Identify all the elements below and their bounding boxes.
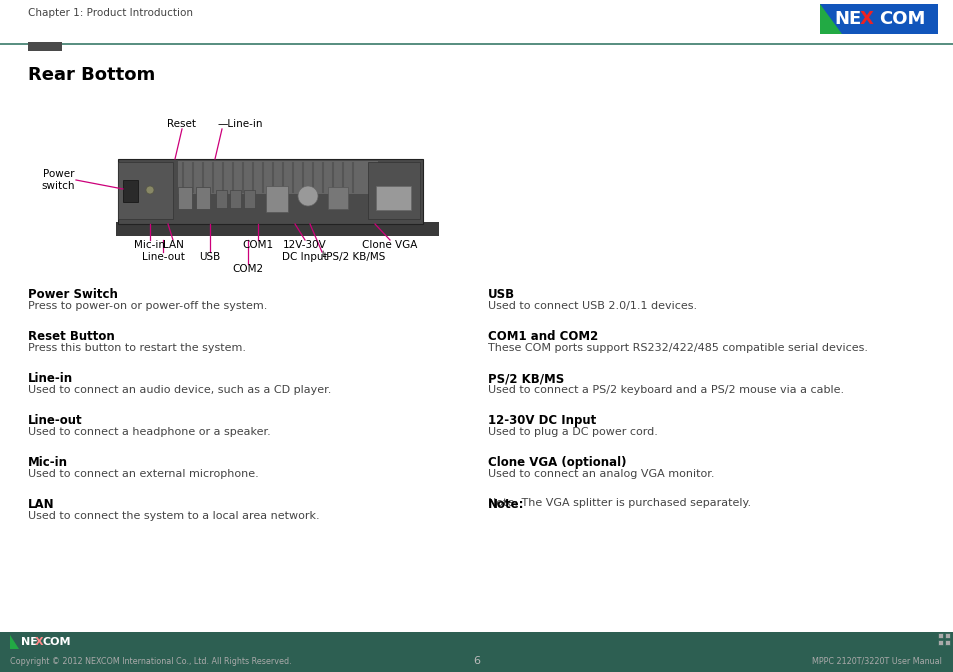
Text: Copyright © 2012 NEXCOM International Co., Ltd. All Rights Reserved.: Copyright © 2012 NEXCOM International Co… [10,657,292,665]
Bar [944,633,949,638]
Text: Press to power-on or power-off the system.: Press to power-on or power-off the syste… [28,301,267,311]
Text: COM: COM [878,10,924,28]
Text: Used to connect the system to a local area network.: Used to connect the system to a local ar… [28,511,319,521]
Bar [195,187,210,209]
Bar [368,162,419,219]
Bar [328,187,348,209]
Bar [244,190,254,208]
Text: 6: 6 [473,656,480,666]
Text: LAN: LAN [28,498,54,511]
Text: These COM ports support RS232/422/485 compatible serial devices.: These COM ports support RS232/422/485 co… [488,343,867,353]
Text: Used to connect USB 2.0/1.1 devices.: Used to connect USB 2.0/1.1 devices. [488,301,697,311]
Bar [0,632,953,672]
Text: Note:: Note: [488,498,524,511]
Text: Clone VGA: Clone VGA [362,240,417,250]
Bar [266,186,288,212]
Text: NE: NE [21,637,38,647]
Bar [118,159,422,224]
Text: Mic-in: Mic-in [28,456,68,469]
Bar [230,190,241,208]
Text: PS/2 KB/MS: PS/2 KB/MS [488,372,563,385]
Text: COM: COM [43,637,71,647]
Text: —Line-in: —Line-in [218,119,263,129]
Text: USB: USB [488,288,515,301]
Text: Used to connect a headphone or a speaker.: Used to connect a headphone or a speaker… [28,427,271,437]
Text: Used to connect an analog VGA monitor.: Used to connect an analog VGA monitor. [488,469,714,479]
Polygon shape [10,635,19,649]
Text: Reset Button: Reset Button [28,330,114,343]
Polygon shape [820,4,841,34]
Text: Mic-in: Mic-in [134,240,165,250]
Text: NE: NE [834,10,861,28]
Bar [118,162,172,219]
Text: COM1 and COM2: COM1 and COM2 [488,330,598,343]
Text: LAN: LAN [162,240,183,250]
Text: USB: USB [199,252,220,262]
Text: X: X [860,10,873,28]
Text: 12-30V DC Input: 12-30V DC Input [488,414,596,427]
Bar [123,180,138,202]
Bar [375,186,411,210]
Bar [215,190,227,208]
Text: Line-out: Line-out [28,414,83,427]
Text: Reset: Reset [168,119,196,129]
Text: Used to connect a PS/2 keyboard and a PS/2 mouse via a cable.: Used to connect a PS/2 keyboard and a PS… [488,385,843,395]
Bar [28,42,62,51]
Text: Used to connect an external microphone.: Used to connect an external microphone. [28,469,258,479]
Bar [178,161,377,194]
Text: Used to plug a DC power cord.: Used to plug a DC power cord. [488,427,658,437]
Text: Clone VGA (optional): Clone VGA (optional) [488,456,626,469]
Text: Power Switch: Power Switch [28,288,118,301]
Text: MPPC 2120T/3220T User Manual: MPPC 2120T/3220T User Manual [811,657,941,665]
Text: Line-out: Line-out [141,252,184,262]
Bar [937,633,942,638]
Text: X: X [35,637,44,647]
Bar [116,222,438,236]
Bar [820,4,937,34]
Circle shape [146,186,153,194]
Text: Used to connect an audio device, such as a CD player.: Used to connect an audio device, such as… [28,385,331,395]
Text: COM1: COM1 [242,240,274,250]
Bar [178,187,192,209]
Text: Rear Bottom: Rear Bottom [28,66,155,84]
Text: └PS/2 KB/MS: └PS/2 KB/MS [319,252,385,262]
Text: Note: The VGA splitter is purchased separately.: Note: The VGA splitter is purchased sepa… [488,498,750,508]
Bar [944,640,949,645]
Text: Press this button to restart the system.: Press this button to restart the system. [28,343,246,353]
Text: Chapter 1: Product Introduction: Chapter 1: Product Introduction [28,8,193,18]
Bar [937,640,942,645]
Text: Line-in: Line-in [28,372,73,385]
Text: 12V-30V
DC Input: 12V-30V DC Input [282,240,328,261]
Text: COM2: COM2 [233,264,263,274]
Circle shape [297,186,317,206]
Text: Power
switch: Power switch [42,169,75,191]
